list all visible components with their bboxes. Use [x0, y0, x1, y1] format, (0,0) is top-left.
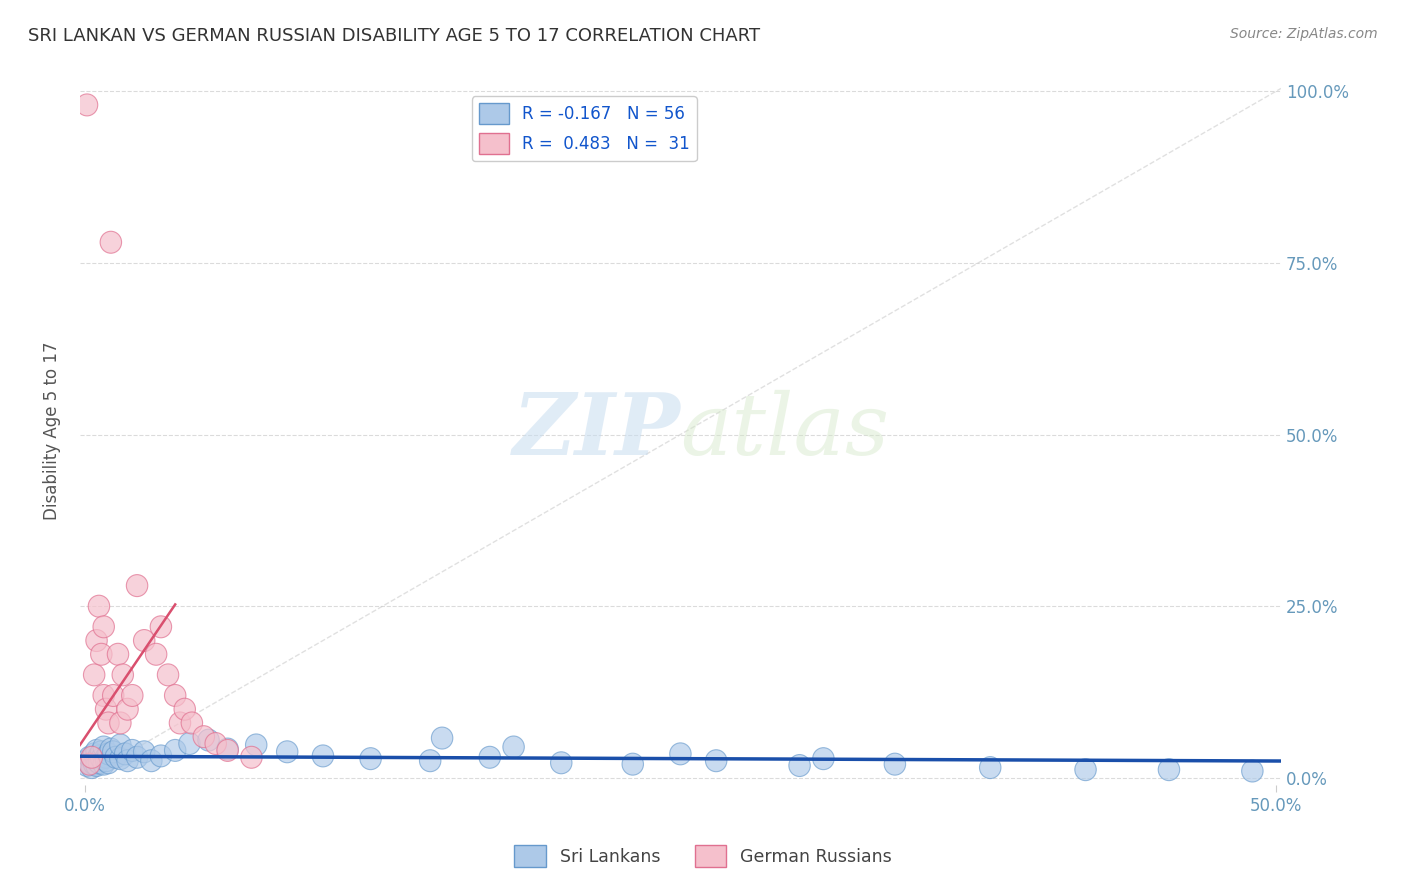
Ellipse shape	[277, 740, 298, 763]
Text: Source: ZipAtlas.com: Source: ZipAtlas.com	[1230, 27, 1378, 41]
Ellipse shape	[145, 643, 167, 665]
Ellipse shape	[89, 745, 110, 767]
Ellipse shape	[114, 743, 136, 764]
Ellipse shape	[79, 753, 100, 775]
Ellipse shape	[79, 752, 100, 773]
Ellipse shape	[76, 94, 98, 116]
Ellipse shape	[76, 755, 98, 777]
Legend: R = -0.167   N = 56, R =  0.483   N =  31: R = -0.167 N = 56, R = 0.483 N = 31	[472, 96, 696, 161]
Ellipse shape	[121, 684, 143, 706]
Ellipse shape	[110, 712, 131, 734]
Ellipse shape	[103, 740, 124, 763]
Ellipse shape	[246, 734, 267, 756]
Ellipse shape	[86, 630, 107, 651]
Ellipse shape	[98, 712, 120, 734]
Ellipse shape	[134, 630, 155, 651]
Ellipse shape	[121, 739, 143, 762]
Ellipse shape	[706, 750, 727, 772]
Ellipse shape	[1159, 759, 1180, 780]
Ellipse shape	[112, 664, 134, 686]
Ellipse shape	[127, 574, 148, 597]
Ellipse shape	[110, 734, 131, 756]
Legend: Sri Lankans, German Russians: Sri Lankans, German Russians	[508, 838, 898, 874]
Ellipse shape	[110, 747, 131, 770]
Ellipse shape	[1241, 760, 1263, 782]
Ellipse shape	[107, 643, 129, 665]
Ellipse shape	[240, 747, 262, 768]
Ellipse shape	[93, 753, 114, 775]
Ellipse shape	[98, 752, 120, 773]
Ellipse shape	[141, 750, 162, 772]
Ellipse shape	[669, 743, 692, 764]
Ellipse shape	[198, 729, 219, 751]
Ellipse shape	[181, 712, 202, 734]
Ellipse shape	[432, 727, 453, 749]
Ellipse shape	[205, 732, 226, 755]
Ellipse shape	[217, 739, 239, 762]
Ellipse shape	[93, 684, 114, 706]
Ellipse shape	[93, 615, 114, 638]
Ellipse shape	[1074, 759, 1097, 780]
Ellipse shape	[165, 739, 186, 762]
Ellipse shape	[479, 747, 501, 768]
Ellipse shape	[82, 756, 103, 779]
Ellipse shape	[82, 747, 103, 768]
Ellipse shape	[360, 747, 381, 770]
Ellipse shape	[150, 745, 172, 767]
Text: ZIP: ZIP	[513, 389, 681, 473]
Ellipse shape	[96, 747, 117, 768]
Ellipse shape	[621, 753, 644, 775]
Ellipse shape	[193, 726, 215, 747]
Ellipse shape	[100, 738, 121, 760]
Ellipse shape	[83, 664, 105, 686]
Ellipse shape	[980, 756, 1001, 779]
Ellipse shape	[76, 750, 98, 772]
Ellipse shape	[98, 743, 120, 764]
Ellipse shape	[217, 738, 239, 760]
Ellipse shape	[86, 739, 107, 762]
Ellipse shape	[179, 732, 200, 755]
Ellipse shape	[789, 755, 810, 777]
Ellipse shape	[134, 740, 155, 763]
Ellipse shape	[150, 615, 172, 638]
Ellipse shape	[89, 752, 110, 773]
Ellipse shape	[93, 736, 114, 758]
Ellipse shape	[105, 747, 127, 768]
Ellipse shape	[100, 231, 121, 253]
Ellipse shape	[86, 750, 107, 772]
Ellipse shape	[89, 595, 110, 617]
Ellipse shape	[169, 712, 191, 734]
Ellipse shape	[90, 747, 112, 770]
Ellipse shape	[83, 753, 105, 775]
Ellipse shape	[127, 747, 148, 768]
Ellipse shape	[174, 698, 195, 720]
Ellipse shape	[165, 684, 186, 706]
Ellipse shape	[157, 664, 179, 686]
Ellipse shape	[90, 643, 112, 665]
Ellipse shape	[503, 736, 524, 758]
Ellipse shape	[79, 747, 100, 768]
Ellipse shape	[82, 747, 103, 770]
Ellipse shape	[884, 753, 905, 775]
Ellipse shape	[90, 740, 112, 763]
Ellipse shape	[83, 743, 105, 764]
Ellipse shape	[312, 745, 333, 767]
Text: atlas: atlas	[681, 390, 890, 473]
Ellipse shape	[551, 752, 572, 773]
Ellipse shape	[419, 750, 441, 772]
Text: SRI LANKAN VS GERMAN RUSSIAN DISABILITY AGE 5 TO 17 CORRELATION CHART: SRI LANKAN VS GERMAN RUSSIAN DISABILITY …	[28, 27, 761, 45]
Ellipse shape	[117, 750, 138, 772]
Ellipse shape	[86, 755, 107, 777]
Ellipse shape	[117, 698, 138, 720]
Ellipse shape	[96, 750, 117, 772]
Ellipse shape	[96, 698, 117, 720]
Ellipse shape	[103, 684, 124, 706]
Ellipse shape	[813, 747, 834, 770]
Y-axis label: Disability Age 5 to 17: Disability Age 5 to 17	[44, 342, 60, 520]
